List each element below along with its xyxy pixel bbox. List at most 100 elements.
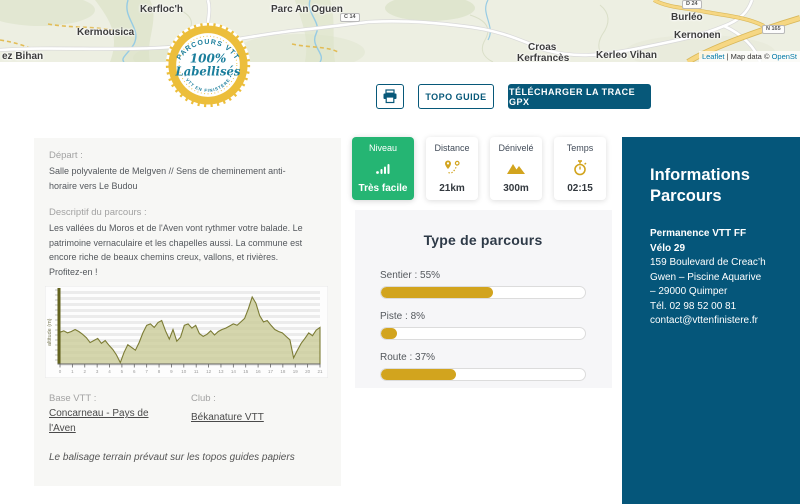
topo-guide-label: TOPO GUIDE: [425, 91, 487, 102]
topo-guide-button[interactable]: TOPO GUIDE: [418, 84, 494, 109]
route-bar-track: [380, 368, 586, 381]
signal-bars-icon: [376, 164, 390, 174]
map-place-label: Parc An Oguen: [271, 4, 343, 15]
stat-niveau: Niveau Très facile: [352, 137, 414, 200]
download-gpx-button[interactable]: TÉLÉCHARGER LA TRACE GPX: [508, 84, 651, 109]
svg-text:12: 12: [206, 369, 212, 374]
stat-niveau-label: Niveau: [368, 143, 397, 153]
svg-text:9: 9: [170, 369, 173, 374]
stat-distance: Distance 21km: [426, 137, 478, 200]
sidebar-organisation: Permanence VTT FF Vélo 29: [650, 227, 774, 256]
type-de-parcours-card: Type de parcours Sentier : 55% Piste : 8…: [355, 210, 612, 388]
elevation-chart: altitude (m) 0 1 2 3 4 5 6 7 8 9 10 11 12 13 14 15 16 17 18…: [44, 285, 329, 383]
stat-denivele-value: 300m: [503, 183, 529, 194]
route-details-card: Départ : Salle polyvalente de Melgven //…: [34, 138, 341, 486]
sidebar-org-line: Vélo 29: [650, 242, 686, 254]
svg-text:16: 16: [256, 369, 262, 374]
svg-text:17: 17: [268, 369, 274, 374]
map-attribution: Leaflet | Map data © OpenSt: [698, 51, 800, 62]
route-pin-icon: [445, 160, 460, 174]
stat-niveau-value: Très facile: [358, 183, 408, 194]
svg-text:14: 14: [231, 369, 237, 374]
svg-text:6: 6: [133, 369, 136, 374]
sidebar-title: Informations Parcours: [650, 166, 750, 206]
sidebar-org-line: Permanence VTT FF: [650, 228, 747, 240]
stat-denivele: Dénivelé 300m: [490, 137, 542, 200]
svg-text:3: 3: [96, 369, 99, 374]
svg-text:20: 20: [305, 369, 311, 374]
sidebar-address-line: 159 Boulevard de Creac’h: [650, 257, 766, 269]
stat-temps: Temps 02:15: [554, 137, 606, 200]
depart-label: Départ :: [49, 150, 83, 161]
route-stats: Niveau Très facile Distance 21km Dénivel…: [352, 137, 606, 200]
piste-bar-fill: [381, 328, 398, 339]
map-place-label: Croas: [528, 42, 557, 53]
mountain-icon: [507, 164, 525, 174]
bar-item-route: Route : 37%: [380, 352, 586, 381]
map-place-label: Kerfloc'h: [140, 4, 183, 15]
base-vtt-link[interactable]: Concarneau - Pays de l'Aven: [49, 408, 149, 434]
bar-item-sentier: Sentier : 55%: [380, 270, 586, 299]
club-link[interactable]: Békanature VTT: [191, 412, 264, 424]
svg-text:5: 5: [121, 369, 124, 374]
base-vtt-label: Base VTT :: [49, 393, 97, 405]
svg-text:1: 1: [71, 369, 74, 374]
svg-text:2: 2: [84, 369, 87, 374]
map-place-label: Kerfrancès: [517, 53, 570, 62]
svg-text:8: 8: [158, 369, 161, 374]
sidebar-address-line: Tél. 02 98 52 00 81: [650, 300, 737, 312]
svg-text:10: 10: [181, 369, 187, 374]
descriptif-text: Les vallées du Moros et de l'Aven vont r…: [49, 222, 303, 278]
descriptif-label: Descriptif du parcours :: [49, 206, 147, 218]
sidebar-address-line: Gwen – Piscine Aquarive: [650, 271, 762, 283]
map-place-label: Kerleo Vihan: [596, 50, 657, 61]
svg-text:13: 13: [218, 369, 224, 374]
piste-label: Piste : 8%: [380, 311, 426, 322]
sidebar-address-line: – 29000 Quimper: [650, 286, 728, 298]
sentier-label: Sentier : 55%: [380, 270, 441, 281]
stat-distance-value: 21km: [439, 183, 465, 194]
svg-text:21: 21: [317, 369, 323, 374]
balisage-note: Le balisage terrain prévaut sur les topo…: [49, 452, 295, 464]
stat-temps-value: 02:15: [567, 183, 593, 194]
svg-text:7: 7: [145, 369, 148, 374]
route-label: Route : 37%: [380, 352, 436, 363]
type-de-parcours-title: Type de parcours: [423, 232, 543, 248]
badge-percent-text: 100%: [190, 51, 227, 65]
sidebar-address: 159 Boulevard de Creac’h Gwen – Piscine A…: [650, 256, 774, 329]
club-label: Club :: [191, 393, 216, 405]
bar-item-piste: Piste : 8%: [380, 311, 586, 340]
osm-link[interactable]: OpenSt: [771, 52, 797, 61]
svg-text:4: 4: [108, 369, 111, 374]
badge-script-text: Labellisés: [175, 64, 241, 78]
svg-text:19: 19: [293, 369, 299, 374]
map-place-label: Kermousica: [77, 27, 135, 38]
map-place-label: Burléo: [671, 12, 703, 23]
informations-parcours-sidebar: Informations Parcours Permanence VTT FF V…: [622, 137, 800, 504]
stopwatch-icon: [574, 160, 587, 176]
map-place-label: ez Bihan: [2, 51, 44, 62]
sentier-bar-fill: [381, 287, 494, 298]
svg-text:11: 11: [194, 369, 199, 374]
route-bar-fill: [381, 369, 457, 380]
map-attribution-text: | Map data ©: [724, 52, 772, 61]
print-button[interactable]: [376, 84, 404, 109]
svg-text:15: 15: [243, 369, 249, 374]
stat-temps-label: Temps: [566, 143, 594, 153]
download-gpx-label: TÉLÉCHARGER LA TRACE GPX: [509, 86, 636, 107]
stat-denivele-label: Dénivelé: [498, 143, 534, 153]
map-place-label: Kernonen: [674, 30, 721, 41]
depart-text: Salle polyvalente de Melgven // Sens de …: [49, 166, 286, 191]
piste-bar-track: [380, 327, 586, 340]
svg-text:altitude (m): altitude (m): [47, 318, 53, 346]
leaflet-map[interactable]: Kerfloc'h Kermousica ez Bihan Parc An Oguen…: [0, 0, 800, 62]
svg-text:18: 18: [280, 369, 286, 374]
leaflet-link[interactable]: Leaflet: [701, 52, 725, 61]
sidebar-address-line: contact@vttenfinistere.fr: [650, 315, 758, 327]
parcours-vtt-label-badge: PARCOURS VTT 100% Labellisés • VTT EN FI…: [165, 22, 251, 108]
road-shield: C 14: [340, 13, 360, 22]
printer-icon: [383, 89, 397, 104]
stat-distance-label: Distance: [434, 143, 470, 153]
svg-text:0: 0: [59, 369, 62, 374]
